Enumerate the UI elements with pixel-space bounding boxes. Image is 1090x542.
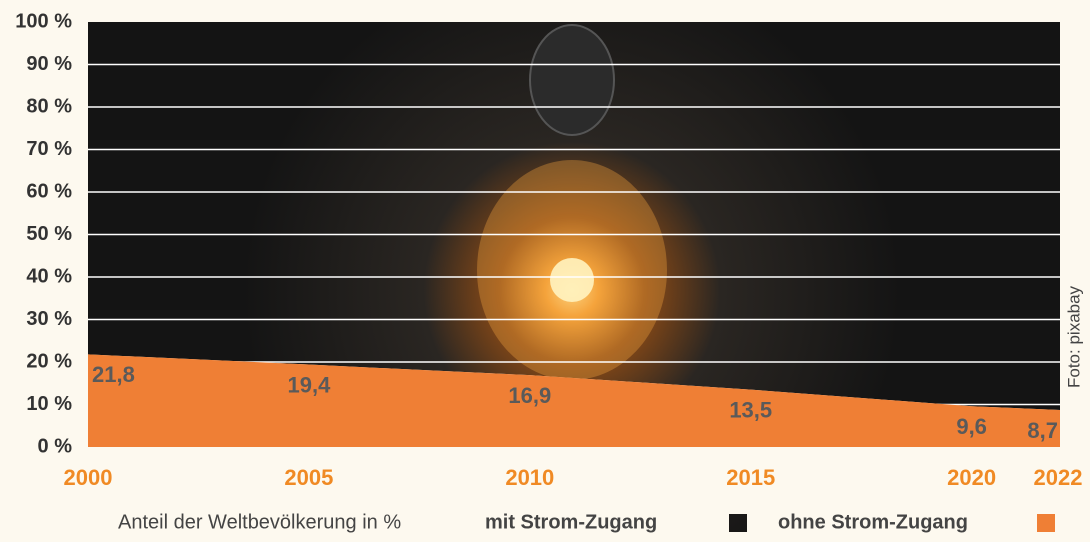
data-label: 21,8: [92, 362, 135, 387]
y-tick-label: 90 %: [26, 53, 72, 75]
y-tick-label: 20 %: [26, 350, 72, 372]
y-tick-label: 60 %: [26, 180, 72, 202]
x-tick-label: 2005: [284, 465, 333, 490]
data-label: 13,5: [729, 397, 772, 422]
x-tick-label: 2022: [1034, 465, 1083, 490]
photo-credit: Foto: pixabay: [1064, 285, 1083, 388]
lamp-socket: [530, 25, 614, 135]
x-tick-label: 2010: [505, 465, 554, 490]
data-label: 16,9: [508, 383, 551, 408]
y-tick-label: 0 %: [38, 435, 73, 457]
y-tick-label: 70 %: [26, 138, 72, 160]
y-tick-label: 30 %: [26, 308, 72, 330]
page: {"chart_data": {"type": "area", "x": [20…: [0, 0, 1090, 542]
y-tick-label: 10 %: [26, 393, 72, 415]
y-tick-label: 80 %: [26, 95, 72, 117]
data-label: 9,6: [956, 414, 987, 439]
data-label: 8,7: [1027, 418, 1058, 443]
legend-label: mit Strom-Zugang: [485, 511, 657, 533]
legend-swatch: [1037, 514, 1055, 532]
lamp-filament: [550, 258, 594, 302]
data-label: 19,4: [287, 372, 331, 397]
y-tick-label: 40 %: [26, 265, 72, 287]
x-tick-label: 2020: [947, 465, 996, 490]
y-tick-label: 50 %: [26, 223, 72, 245]
legend-label: ohne Strom-Zugang: [778, 511, 968, 533]
x-tick-label: 2000: [64, 465, 113, 490]
legend-swatch: [729, 514, 747, 532]
legend-title: Anteil der Weltbevölkerung in %: [118, 511, 401, 533]
plot-area: [88, 22, 1060, 447]
chart: Anteil der Weltbevölkerung in % mit Stro…: [0, 0, 1090, 542]
y-tick-label: 100 %: [15, 10, 72, 32]
x-tick-label: 2015: [726, 465, 775, 490]
